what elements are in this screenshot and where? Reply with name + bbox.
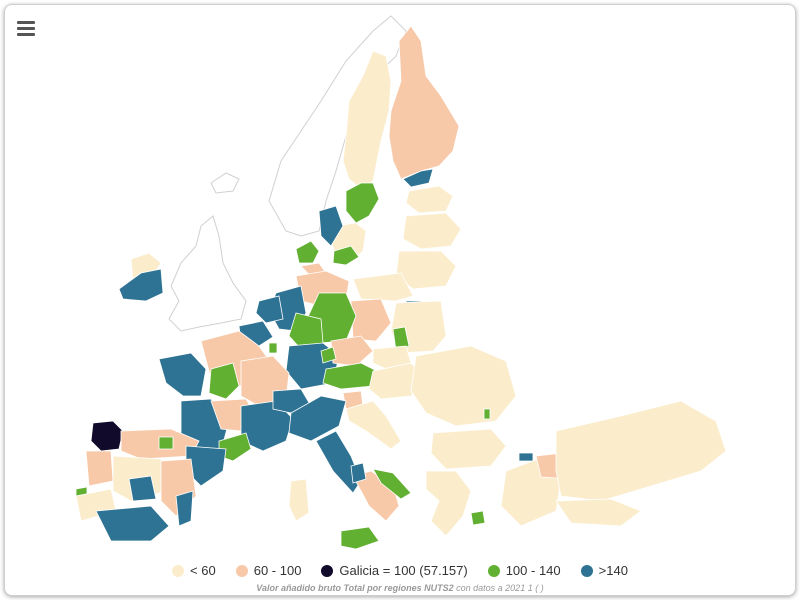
region-luxembourg[interactable] bbox=[268, 342, 278, 354]
legend-label: 60 - 100 bbox=[253, 563, 302, 578]
region-estonia[interactable] bbox=[405, 185, 454, 214]
legend-swatch bbox=[321, 564, 334, 577]
legend-swatch bbox=[172, 564, 185, 577]
region-denmark[interactable] bbox=[295, 240, 320, 264]
region-poland-west[interactable] bbox=[350, 298, 392, 342]
region-sweden-north[interactable] bbox=[342, 50, 392, 190]
legend-swatch bbox=[235, 564, 248, 577]
legend-label: >140 bbox=[598, 563, 628, 578]
map-legend: < 60 60 - 100 Galicia = 100 (57.157) 100 - … bbox=[5, 563, 795, 578]
legend-item-r100_140[interactable]: 100 - 140 bbox=[487, 563, 561, 578]
region-france-paris[interactable] bbox=[208, 362, 240, 400]
region-turkey-ankara[interactable] bbox=[518, 452, 534, 462]
region-turkey-central[interactable] bbox=[555, 400, 727, 502]
map-caption: Valor añadido bruto Total por regiones N… bbox=[5, 583, 795, 593]
region-france-brittany[interactable] bbox=[158, 352, 207, 397]
region-italy-central[interactable] bbox=[315, 430, 362, 494]
legend-label: < 60 bbox=[190, 563, 216, 578]
eu-regions bbox=[75, 25, 727, 550]
region-italy-rome[interactable] bbox=[350, 462, 367, 484]
caption-detail: con datos a 2021 1 ( ) bbox=[453, 583, 544, 593]
region-portugal-north[interactable] bbox=[85, 450, 114, 487]
map-chart-container: < 60 60 - 100 Galicia = 100 (57.157) 100 - … bbox=[4, 4, 796, 596]
region-spain-andalusia[interactable] bbox=[95, 505, 170, 542]
legend-item-galicia[interactable]: Galicia = 100 (57.157) bbox=[321, 563, 468, 578]
legend-label: Galicia = 100 (57.157) bbox=[339, 563, 468, 578]
region-finland-north[interactable] bbox=[388, 25, 460, 180]
region-ireland-east[interactable] bbox=[118, 268, 164, 302]
region-spain-valencia[interactable] bbox=[175, 490, 194, 527]
region-turkey-south[interactable] bbox=[555, 498, 642, 527]
region-netherlands[interactable] bbox=[255, 295, 284, 324]
region-greece[interactable] bbox=[425, 470, 472, 537]
region-norway bbox=[268, 15, 407, 237]
region-sweden-sydsverige[interactable] bbox=[332, 245, 360, 266]
legend-item-lt60[interactable]: < 60 bbox=[172, 563, 216, 578]
region-bulgaria[interactable] bbox=[430, 428, 507, 470]
region-spain-madrid[interactable] bbox=[128, 475, 157, 502]
legend-swatch bbox=[487, 564, 500, 577]
europe-map bbox=[75, 15, 727, 550]
hamburger-menu-icon[interactable] bbox=[15, 17, 37, 39]
region-italy-north[interactable] bbox=[288, 395, 347, 442]
region-great-britain bbox=[168, 215, 247, 332]
region-sicily[interactable] bbox=[340, 526, 380, 550]
legend-item-r60_100[interactable]: 60 - 100 bbox=[235, 563, 302, 578]
region-galicia[interactable] bbox=[90, 420, 124, 452]
region-sweden-stockholm[interactable] bbox=[345, 182, 380, 224]
region-romania[interactable] bbox=[410, 345, 517, 427]
region-finland-south[interactable] bbox=[402, 168, 434, 188]
region-greece-athens[interactable] bbox=[470, 510, 486, 526]
region-italy-puglia[interactable] bbox=[372, 468, 412, 500]
region-poland-north[interactable] bbox=[352, 272, 414, 302]
legend-item-gt140[interactable]: >140 bbox=[580, 563, 628, 578]
caption-title: Valor añadido bruto Total por regiones N… bbox=[256, 583, 454, 593]
legend-label: 100 - 140 bbox=[505, 563, 561, 578]
region-sweden-west[interactable] bbox=[318, 205, 344, 247]
region-sardinia[interactable] bbox=[288, 478, 310, 522]
region-iceland bbox=[210, 172, 240, 194]
legend-swatch bbox=[580, 564, 593, 577]
region-spain-basque[interactable] bbox=[158, 436, 174, 450]
region-latvia[interactable] bbox=[402, 212, 462, 250]
region-poland-krakow[interactable] bbox=[392, 326, 410, 352]
region-croatia[interactable] bbox=[345, 400, 402, 450]
region-romania-bucharest[interactable] bbox=[483, 408, 491, 420]
region-czechia-prague[interactable] bbox=[320, 346, 337, 364]
